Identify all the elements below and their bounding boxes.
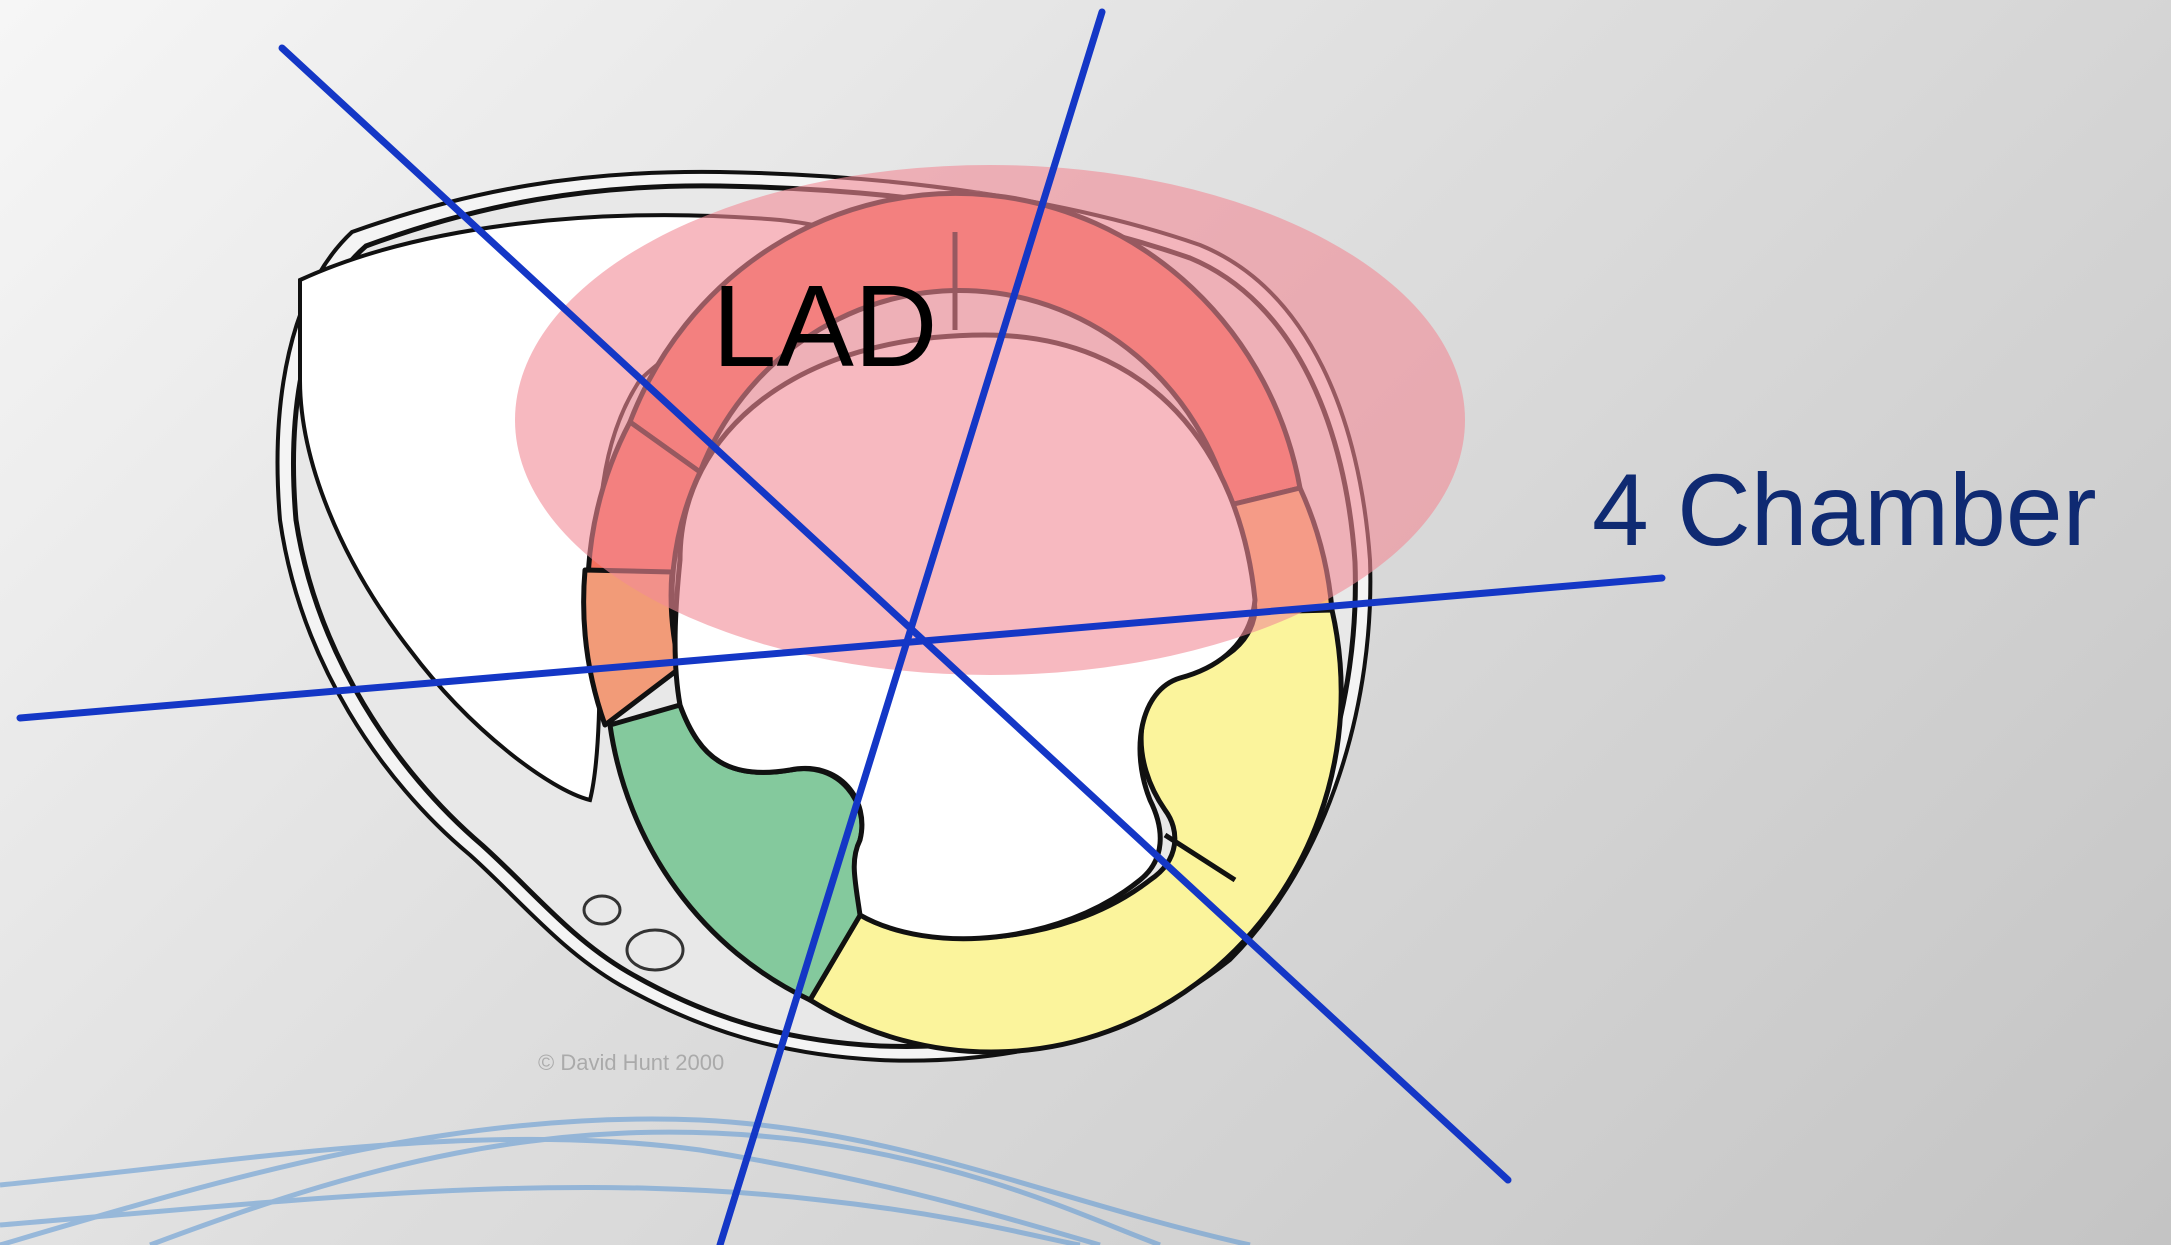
background-wave [0, 1116, 1251, 1245]
background-wave [0, 1136, 1101, 1245]
four-chamber-plane-line [16, 574, 1666, 722]
background-wave [149, 1129, 1161, 1245]
long-axis-plane-line-b [716, 8, 1106, 1245]
imaging-plane-lines [16, 8, 1666, 1245]
copyright-notice: © David Hunt 2000 [538, 1050, 724, 1075]
background-waves [0, 1116, 1251, 1245]
lad-label: LAD [712, 261, 938, 391]
background-wave [0, 1184, 1081, 1245]
coronary-vessel [625, 928, 685, 972]
long-axis-plane-line-a [278, 44, 1512, 1184]
lad-territory-highlight [515, 165, 1465, 675]
coronary-vessel [582, 894, 622, 926]
segment-boundary [1163, 832, 1237, 883]
four-chamber-label: 4 Chamber [1592, 453, 2097, 567]
coronary-vessels-bottom [582, 894, 685, 972]
